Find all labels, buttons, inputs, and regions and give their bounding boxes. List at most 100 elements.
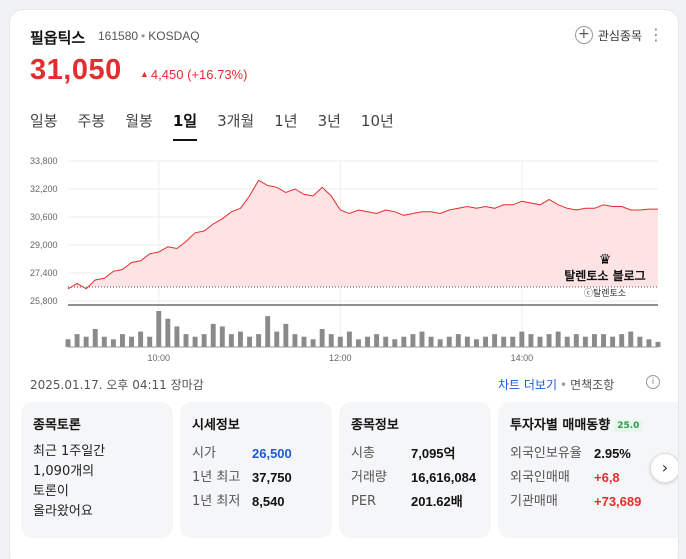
watermark: ♛ 탈렌토소 블로그 ⓒ탈렌토소 [550, 253, 660, 299]
more-chart-link[interactable]: 차트 더보기 [498, 378, 558, 392]
info-row: PER 201.62배 [351, 490, 479, 514]
tab-period[interactable]: 10년 [360, 112, 394, 130]
volume-bar [319, 329, 325, 347]
info-value: +73,689 [594, 494, 642, 509]
volume-bar [592, 334, 597, 347]
info-value: 7,095억 [411, 446, 456, 461]
separator-dot: • [560, 378, 568, 392]
volume-bar [474, 339, 479, 347]
info-row: 외국인보유율 2.95% [510, 442, 676, 466]
tab-period[interactable]: 일봉 [30, 112, 58, 130]
volume-bar [437, 339, 443, 347]
info-key: 1년 최저 [192, 494, 241, 509]
disclaimer-link[interactable]: 면책조항 [570, 378, 615, 392]
stock-info-panel[interactable]: 종목정보 시총 7,095억 거래량 16,616,084 PER 201.62배 [339, 402, 491, 538]
favorite-button[interactable]: + 관심종목 [574, 26, 642, 44]
tab-period[interactable]: 월봉 [125, 112, 153, 130]
info-value: 2.95% [594, 446, 631, 461]
volume-bar [92, 329, 98, 347]
volume-bar [546, 334, 552, 347]
volume-bar [419, 331, 425, 347]
info-value: 201.62배 [411, 494, 463, 509]
volume-bar [256, 334, 262, 347]
more-options-icon[interactable]: ⋮ [648, 25, 664, 44]
volume-bar [292, 334, 298, 347]
chevron-right-icon: › [661, 458, 669, 477]
chart-links: 차트 더보기 • 면책조항 [498, 376, 614, 393]
discussion-line: 1,090개의 [33, 464, 95, 479]
change-amount: 4,450 [150, 67, 184, 82]
up-arrow-icon: ▲ [140, 69, 149, 79]
tab-period[interactable]: 3년 [317, 112, 341, 130]
date-badge: 25.0 [614, 420, 643, 432]
next-panel-button[interactable]: › [650, 453, 678, 483]
intraday-chart[interactable]: 33,800 32,200 30,600 29,000 27,400 25,800 10:0… [30, 155, 670, 369]
volume-bar [183, 334, 189, 347]
volume-bar [619, 334, 625, 347]
volume-bar [501, 336, 507, 347]
info-key: 외국인매매 [510, 470, 570, 485]
volume-bar [601, 334, 606, 347]
volume-bar [328, 334, 334, 347]
volume-bar [165, 318, 171, 347]
info-key: 1년 최고 [192, 470, 241, 485]
discussion-text: 최근 1주일간 1,090개의 토론이 올라왔어요 [33, 442, 161, 522]
info-row: 거래량 16,616,084 [351, 466, 479, 490]
volume-bar [401, 336, 407, 347]
x-tick-label: 12:00 [329, 353, 352, 363]
volume-bar [455, 334, 461, 347]
investor-trend-panel[interactable]: 투자자별 매매동향 25.0 외국인보유율 2.95% 외국인매매 +6,8 기관매매… [498, 402, 678, 538]
info-key: 거래량 [351, 470, 387, 485]
x-tick-label: 10:00 [148, 353, 171, 363]
info-row: 기관매매 +73,689 [510, 490, 676, 514]
volume-bar [129, 336, 134, 347]
y-tick-label: 25,800 [30, 296, 58, 306]
volume-bar [582, 336, 588, 347]
price-line [67, 179, 658, 290]
volume-bar [374, 334, 380, 347]
y-tick-label: 33,800 [30, 156, 58, 166]
tab-period[interactable]: 3개월 [217, 112, 255, 130]
volume-bar [410, 334, 416, 347]
volume-bar [310, 339, 316, 347]
volume-bar [365, 336, 370, 347]
volume-bar [337, 336, 343, 347]
info-key: 기관매매 [510, 494, 558, 509]
discussion-line: 최근 1주일간 [33, 444, 106, 459]
volume-bar [247, 336, 252, 347]
stock-card: 필옵틱스 161580 • KOSDAQ + 관심종목 ⋮ 31,050 ▲ 4,45… [9, 9, 679, 559]
change-percent: (+16.73%) [187, 67, 248, 82]
volume-bar [510, 336, 516, 347]
stock-market: KOSDAQ [148, 29, 200, 43]
volume-bar [346, 331, 352, 347]
volume-bar [446, 336, 452, 347]
market-info-panel[interactable]: 시세정보 시가 26,500 1년 최고 37,750 1년 최저 8,540 [180, 402, 332, 538]
tab-period[interactable]: 1일 [172, 110, 198, 141]
volume-bar [65, 339, 71, 347]
y-tick-label: 30,600 [30, 212, 58, 222]
volume-bar [201, 334, 207, 347]
info-value: 8,540 [252, 494, 285, 509]
volume-bar [646, 339, 652, 347]
tab-period[interactable]: 1년 [274, 112, 298, 130]
stock-name[interactable]: 필옵틱스 [30, 29, 86, 47]
volume-bar [174, 326, 180, 347]
volume-bar [120, 334, 125, 347]
crown-icon: ♛ [598, 252, 612, 268]
watermark-blog: 탈렌토소 블로그 [564, 269, 646, 283]
volume-bar [464, 336, 470, 347]
info-key: PER [351, 494, 377, 509]
plus-icon: + [574, 26, 593, 44]
info-value: +6,8 [594, 470, 620, 485]
panel-title-text: 투자자별 매매동향 [510, 418, 611, 433]
info-icon[interactable]: i [646, 375, 660, 389]
discussion-panel[interactable]: 종목토론 최근 1주일간 1,090개의 토론이 올라왔어요 [21, 402, 173, 538]
y-tick-label: 27,400 [30, 268, 58, 278]
tab-period[interactable]: 주봉 [77, 112, 106, 130]
volume-bar [492, 334, 498, 347]
volume-bar [265, 316, 271, 347]
volume-bar [356, 339, 361, 347]
volume-bar [210, 323, 216, 347]
volume-bar [537, 336, 543, 347]
info-key: 외국인보유율 [510, 446, 582, 461]
